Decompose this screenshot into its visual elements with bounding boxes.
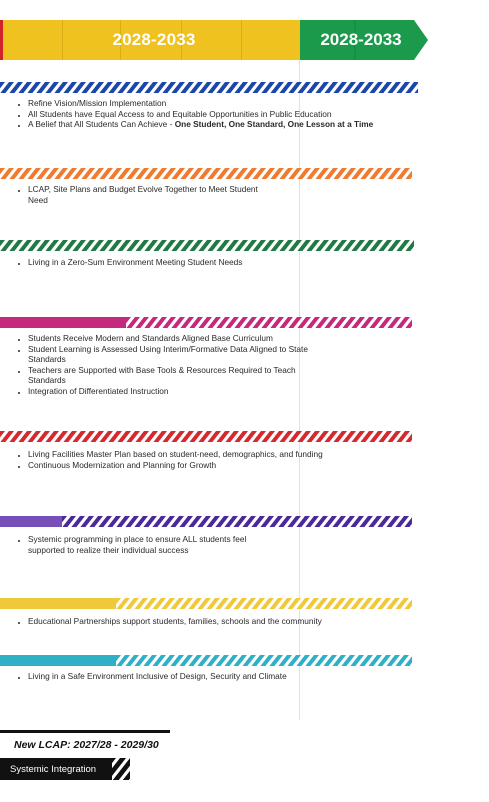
red-item-list: Living Facilities Master Plan based on s… [0, 449, 388, 470]
blue-item-list: Refine Vision/Mission Implementation All… [0, 98, 408, 130]
green-period-arrow [300, 20, 428, 60]
magenta-stripe-bar [126, 317, 412, 328]
lcap-legend-label: New LCAP: 2027/28 - 2029/30 [14, 739, 159, 751]
band-divider [120, 20, 121, 60]
yellow-item-list: Educational Partnerships support student… [0, 616, 388, 627]
list-item: Educational Partnerships support student… [28, 616, 388, 627]
list-item: Continuous Modernization and Planning fo… [28, 460, 388, 471]
grid-line [299, 60, 300, 720]
teal-item-list: Living in a Safe Environment Inclusive o… [0, 671, 388, 682]
purple-item-list: Systemic programming in place to ensure … [0, 534, 283, 555]
list-item: All Students have Equal Access to and Eq… [28, 109, 408, 120]
systemic-integration-legend-swatch [0, 758, 130, 780]
timeline-yellow-band [0, 20, 300, 60]
yellow-solid-bar [0, 598, 116, 609]
green-period-label: 2028-2033 [320, 30, 402, 49]
band-divider [241, 20, 242, 60]
orange-item-list: LCAP, Site Plans and Budget Evolve Toget… [0, 184, 258, 205]
yellow-period-label: 2028-2033 [112, 30, 196, 49]
yellow-stripe-bar [116, 598, 412, 609]
green-item-list: Living in a Zero-Sum Environment Meeting… [0, 257, 248, 268]
list-item: A Belief that All Students Can Achieve -… [28, 119, 408, 130]
list-item: Refine Vision/Mission Implementation [28, 98, 408, 109]
purple-stripe-bar [62, 516, 412, 527]
list-item: Living in a Zero-Sum Environment Meeting… [28, 257, 248, 268]
purple-solid-bar [0, 516, 62, 527]
list-item: Student Learning is Assessed Using Inter… [28, 344, 313, 365]
timeline-red-edge [0, 20, 3, 60]
list-item: LCAP, Site Plans and Budget Evolve Toget… [28, 184, 258, 205]
list-item: Integration of Differentiated Instructio… [28, 386, 313, 397]
green-stripe-bar [0, 240, 414, 251]
teal-stripe-bar [116, 655, 412, 666]
lcap-legend-line [0, 730, 170, 733]
list-item: Students Receive Modern and Standards Al… [28, 333, 313, 344]
list-item: Teachers are Supported with Base Tools &… [28, 365, 313, 386]
band-divider [181, 20, 182, 60]
magenta-item-list: Students Receive Modern and Standards Al… [0, 333, 313, 397]
blue-stripe-bar [0, 82, 418, 93]
list-item: Living in a Safe Environment Inclusive o… [28, 671, 388, 682]
systemic-integration-label: Systemic Integration [10, 764, 97, 775]
list-item: Systemic programming in place to ensure … [28, 534, 283, 555]
teal-solid-bar [0, 655, 116, 666]
band-divider [62, 20, 63, 60]
red-stripe-bar [0, 431, 412, 442]
list-item: Living Facilities Master Plan based on s… [28, 449, 388, 460]
magenta-solid-bar [0, 317, 126, 328]
orange-stripe-bar [0, 168, 412, 179]
